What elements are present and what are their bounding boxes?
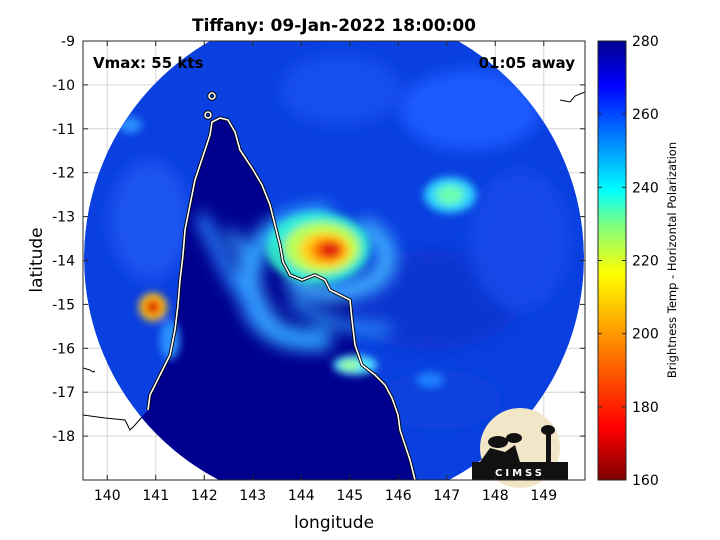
y-tick-label: -15 bbox=[52, 297, 75, 313]
y-axis: -9 -10 -11 -12 -13 -14 -15 -16 -17 -18 bbox=[52, 34, 585, 445]
x-tick-label: 141 bbox=[142, 488, 169, 504]
x-tick-label: 146 bbox=[385, 488, 412, 504]
colorbar-tick-label: 220 bbox=[632, 254, 659, 270]
x-tick-label: 143 bbox=[239, 488, 266, 504]
colorbar-gradient bbox=[598, 41, 626, 480]
x-tick-label: 144 bbox=[288, 488, 315, 504]
chart-title: Tiffany: 09-Jan-2022 18:00:00 bbox=[192, 16, 476, 36]
y-tick-label: -14 bbox=[52, 254, 75, 270]
x-tick-label: 142 bbox=[191, 488, 218, 504]
colorbar-tick-label: 280 bbox=[632, 34, 659, 50]
coastline-inner bbox=[147, 92, 416, 480]
y-tick-label: -10 bbox=[52, 78, 75, 94]
x-tick-label: 148 bbox=[482, 488, 509, 504]
colorbar-tick-label: 200 bbox=[632, 327, 659, 343]
y-axis-label: latitude bbox=[27, 227, 47, 292]
logo-text: CIMSS bbox=[495, 468, 545, 479]
y-tick-label: -16 bbox=[52, 341, 75, 357]
y-tick-label: -18 bbox=[52, 429, 75, 445]
y-tick-label: -9 bbox=[61, 34, 75, 50]
y-tick-label: -13 bbox=[52, 210, 75, 226]
time-label: 01:05 away bbox=[479, 54, 576, 72]
x-axis-label: longitude bbox=[294, 513, 374, 533]
colorbar-label: Brightness Temp - Horizontal Polarizatio… bbox=[665, 142, 679, 378]
x-tick-label: 140 bbox=[94, 488, 121, 504]
x-tick-label: 145 bbox=[336, 488, 363, 504]
x-tick-label: 147 bbox=[433, 488, 460, 504]
vmax-label: Vmax: 55 kts bbox=[93, 54, 203, 72]
colorbar-tick-label: 240 bbox=[632, 180, 659, 196]
y-tick-label: -17 bbox=[52, 385, 75, 401]
x-tick-label: 149 bbox=[530, 488, 557, 504]
y-tick-label: -11 bbox=[52, 122, 75, 138]
colorbar-tick-label: 180 bbox=[632, 400, 659, 416]
y-tick-label: -12 bbox=[52, 166, 75, 182]
colorbar-tick-label: 160 bbox=[632, 473, 659, 489]
colorbar: 280 260 240 220 200 180 160 Brightness Temp - … bbox=[597, 34, 679, 489]
x-axis: 140 141 142 143 144 145 146 147 148 149 bbox=[94, 41, 557, 504]
colorbar-tick-label: 260 bbox=[632, 107, 659, 123]
